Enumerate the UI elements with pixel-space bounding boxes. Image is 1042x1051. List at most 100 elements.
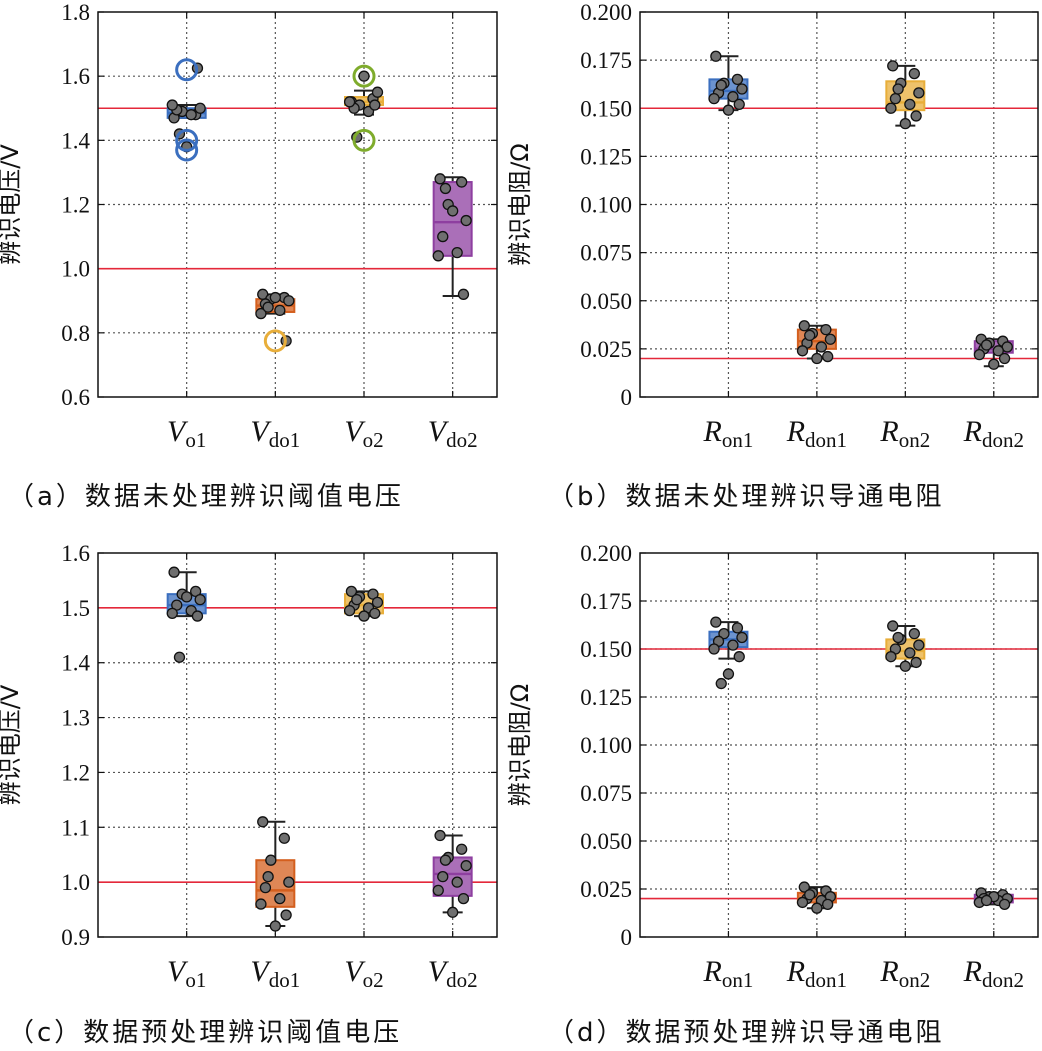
x-category-label: Rdon2	[963, 415, 1024, 452]
box-v-o2	[343, 64, 384, 152]
plot-frame	[639, 552, 1039, 938]
y-tick-label: 1.4	[61, 128, 90, 153]
chart-d: 0 0.025 0.050 0.075 0.100 0.125 0.150 0.175 0.20…	[506, 541, 1039, 992]
data-point	[899, 660, 911, 672]
y-tick-label: 0.125	[580, 685, 632, 710]
data-point	[262, 871, 274, 883]
data-point	[434, 173, 446, 185]
x-category-label: Vo2	[344, 955, 383, 992]
y-tick-label: 1.6	[61, 64, 90, 89]
y-tick-label: 1.4	[61, 651, 90, 676]
data-point	[451, 246, 463, 259]
y-tick-label: 0.175	[580, 48, 632, 73]
x-category-label: Rdon1	[786, 415, 847, 452]
data-point	[899, 118, 911, 130]
data-point	[798, 881, 810, 893]
data-point	[439, 854, 452, 866]
data-point	[351, 593, 363, 606]
x-category-label: Rdon2	[963, 955, 1024, 992]
y-tick-label: 0.6	[61, 385, 90, 410]
y-tick-label: 0.125	[580, 144, 632, 169]
x-category-label: Ron1	[703, 415, 754, 452]
data-point	[892, 631, 904, 644]
chart-c: 0.9 1.0 1.1 1.2 1.3 1.4 1.5 1.6 Vo1 Vdo1 Vo2 Vdo2 辨识…	[0, 541, 498, 992]
data-point	[798, 320, 810, 332]
y-tick-label: 1.5	[61, 596, 90, 621]
data-point	[710, 616, 722, 628]
y-tick-label: 1.0	[61, 257, 90, 282]
data-point	[456, 843, 468, 855]
data-point	[908, 627, 920, 640]
data-point	[274, 892, 286, 905]
outlier-marker	[352, 128, 376, 152]
data-point	[439, 182, 452, 195]
data-point	[988, 358, 1000, 370]
caption-c: （c）数据预处理辨识阈值电压	[8, 1018, 403, 1048]
data-point	[447, 906, 459, 918]
data-point	[451, 876, 463, 888]
data-point	[255, 307, 267, 320]
data-point	[343, 96, 356, 108]
data-point	[371, 596, 384, 609]
y-tick-label: 1.6	[61, 541, 90, 566]
data-point	[185, 109, 197, 121]
outlier-marker	[175, 58, 199, 82]
data-point	[345, 585, 358, 598]
data-point	[733, 651, 745, 663]
data-point	[736, 83, 748, 95]
data-point	[715, 79, 727, 91]
box-r-on1	[708, 616, 749, 690]
data-point	[887, 620, 899, 632]
y-tick-label: 1.8	[61, 0, 90, 25]
data-point	[804, 329, 816, 342]
data-point	[731, 73, 744, 86]
data-point	[262, 301, 274, 313]
y-tick-label: 0.150	[580, 637, 632, 662]
data-point	[904, 98, 916, 111]
data-point	[460, 860, 472, 872]
data-point	[973, 348, 986, 361]
plot-frame	[639, 11, 1039, 398]
box-r-on2	[885, 60, 926, 130]
data-point	[283, 876, 295, 888]
data-point	[824, 333, 837, 345]
data-point	[889, 92, 902, 105]
data-point	[432, 250, 444, 262]
data-point	[718, 627, 730, 640]
data-point	[269, 920, 281, 932]
x-category-label: Ron2	[879, 415, 930, 452]
outlier-marker	[175, 128, 199, 152]
y-tick-label: 0.050	[580, 289, 632, 314]
data-point	[820, 323, 832, 336]
box-v-o1	[166, 58, 207, 162]
y-tick-label: 0	[621, 925, 633, 950]
data-point	[181, 591, 193, 603]
data-point	[913, 87, 925, 99]
data-point	[255, 898, 267, 910]
y-tick-label: 1.1	[61, 815, 90, 840]
data-point	[998, 352, 1011, 365]
x-category-label: Ron2	[879, 955, 930, 992]
data-point	[715, 677, 727, 690]
data-point	[168, 566, 180, 578]
data-point	[369, 607, 381, 619]
data-point	[980, 339, 993, 351]
plot-frame	[97, 552, 498, 938]
data-point	[998, 898, 1011, 911]
x-category-label: Vo2	[344, 415, 383, 452]
x-category-label: Vo1	[167, 955, 206, 992]
data-point	[456, 176, 468, 188]
data-point	[708, 92, 720, 105]
plot-frame	[97, 11, 498, 398]
y-tick-label: 1.0	[61, 870, 90, 895]
data-point	[708, 643, 720, 655]
data-point	[980, 894, 993, 907]
y-tick-label: 0.200	[580, 541, 632, 566]
caption-d: （d）数据预处理辨识导通电阻	[548, 1018, 945, 1048]
data-point	[736, 631, 748, 644]
data-point	[796, 896, 809, 909]
outlier-marker	[175, 138, 199, 162]
outlier-marker	[263, 329, 287, 353]
y-tick-label: 0.9	[61, 925, 90, 950]
